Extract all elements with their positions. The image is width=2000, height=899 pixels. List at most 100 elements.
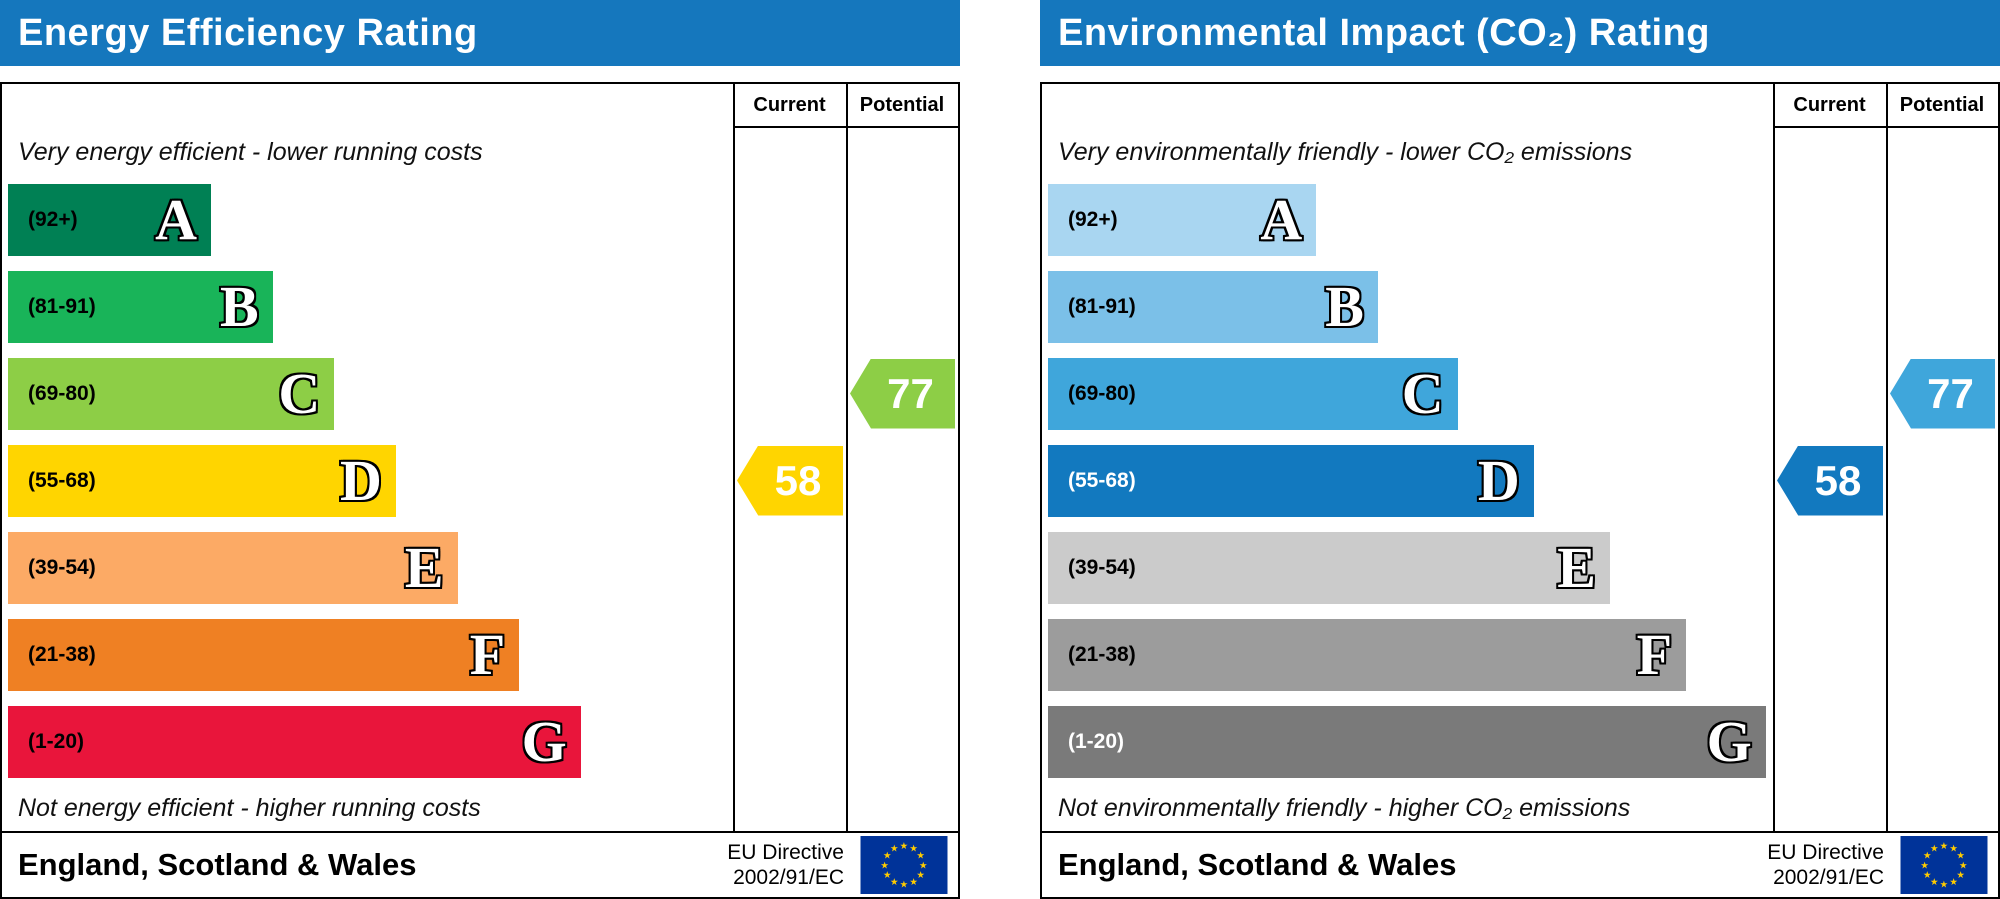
- band-range-label: (55-68): [28, 468, 96, 492]
- band-bar-d: (55-68) D: [8, 444, 396, 517]
- band-range-label: (39-54): [28, 555, 96, 579]
- band-letter: B: [1325, 273, 1364, 339]
- band-letter: C: [1401, 360, 1444, 426]
- band-row-c: (69-80) C: [1042, 350, 1773, 437]
- band-row-e: (39-54) E: [2, 524, 733, 611]
- region-label: England, Scotland & Wales: [18, 847, 417, 882]
- band-letter: F: [1636, 621, 1672, 687]
- svg-text:★: ★: [1956, 870, 1965, 881]
- eu-directive-label: EU Directive 2002/91/EC: [1767, 840, 1884, 890]
- current-column: [733, 84, 846, 831]
- epc-footer: England, Scotland & Wales EU Directive 2…: [2, 831, 958, 897]
- svg-text:★: ★: [919, 860, 928, 871]
- band-letter: E: [404, 534, 444, 600]
- band-bar-c: (69-80) C: [1048, 357, 1458, 430]
- band-row-g: (1-20) G: [2, 698, 733, 785]
- band-range-label: (81-91): [1068, 294, 1136, 318]
- band-letter: B: [219, 273, 259, 339]
- band-row-a: (92+) A: [2, 176, 733, 263]
- svg-text:★: ★: [883, 870, 892, 881]
- eu-directive-line2: 2002/91/EC: [1773, 866, 1884, 889]
- band-bar-a: (92+) A: [8, 183, 211, 256]
- band-letter: D: [1477, 447, 1520, 513]
- band-row-d: (55-68) D: [1042, 437, 1773, 524]
- svg-text:★: ★: [916, 851, 925, 862]
- svg-text:★: ★: [1920, 860, 1929, 871]
- region-label: England, Scotland & Wales: [1058, 847, 1457, 882]
- band-bar-a: (92+) A: [1048, 183, 1317, 256]
- band-bar-e: (39-54) E: [1048, 531, 1610, 604]
- svg-text:★: ★: [900, 880, 909, 891]
- svg-text:★: ★: [883, 851, 892, 862]
- eu-directive-label: EU Directive 2002/91/EC: [727, 840, 844, 890]
- current-rating-value: 58: [1814, 456, 1862, 504]
- current-column: [1773, 84, 1886, 831]
- band-bar-d: (55-68) D: [1048, 444, 1534, 517]
- band-row-f: (21-38) F: [2, 611, 733, 698]
- svg-text:★: ★: [1930, 844, 1939, 855]
- current-rating-arrow: 58: [1777, 445, 1883, 516]
- band-range-label: (21-38): [28, 642, 96, 666]
- energy-title-bar: Energy Efficiency Rating: [0, 0, 960, 66]
- eu-directive-line1: EU Directive: [1767, 840, 1884, 864]
- bottom-note: Not energy efficient - higher running co…: [18, 793, 481, 822]
- svg-text:★: ★: [1949, 877, 1958, 888]
- potential-column: [1886, 84, 1998, 831]
- band-letter: E: [1557, 534, 1596, 600]
- potential-rating-arrow: 77: [1890, 358, 1995, 429]
- energy-rating-grid: Current Potential Very energy efficient …: [2, 84, 958, 831]
- band-range-label: (92+): [1068, 207, 1118, 231]
- band-bar-f: (21-38) F: [8, 618, 520, 691]
- svg-text:★: ★: [890, 877, 899, 888]
- band-bar-g: (1-20) G: [8, 705, 581, 778]
- bottom-note: Not environmentally friendly - higher CO…: [1058, 793, 1631, 822]
- band-bar-c: (69-80) C: [8, 357, 335, 430]
- top-note: Very environmentally friendly - lower CO…: [1058, 137, 1633, 166]
- band-letter: A: [155, 186, 197, 252]
- band-letter: D: [339, 447, 382, 513]
- potential-column: [846, 84, 958, 831]
- potential-column-header: Potential: [1886, 84, 1998, 128]
- band-range-label: (69-80): [1068, 381, 1136, 405]
- band-range-label: (21-38): [1068, 642, 1136, 666]
- svg-text:★: ★: [1940, 841, 1949, 852]
- band-bar-b: (81-91) B: [8, 270, 273, 343]
- band-letter: A: [1260, 186, 1303, 252]
- svg-text:★: ★: [880, 860, 889, 871]
- svg-text:★: ★: [909, 844, 918, 855]
- band-row-d: (55-68) D: [2, 437, 733, 524]
- environmental-rating-grid: Current Potential Very environmentally f…: [1042, 84, 1998, 831]
- band-range-label: (1-20): [1068, 729, 1125, 753]
- epc-footer: England, Scotland & Wales EU Directive 2…: [1042, 831, 1998, 897]
- band-letter: F: [469, 621, 506, 687]
- band-row-c: (69-80) C: [2, 350, 733, 437]
- band-letter: C: [278, 360, 321, 426]
- band-letter: G: [521, 708, 567, 774]
- eu-directive-line2: 2002/91/EC: [733, 866, 844, 889]
- svg-text:★: ★: [1930, 877, 1939, 888]
- svg-text:★: ★: [909, 877, 918, 888]
- svg-text:★: ★: [900, 841, 909, 852]
- band-range-label: (39-54): [1068, 555, 1136, 579]
- band-row-b: (81-91) B: [1042, 263, 1773, 350]
- energy-rating-chart: Current Potential Very energy efficient …: [0, 82, 960, 899]
- eu-flag-stars: ★ ★★ ★★★ ★★★ ★★★: [880, 841, 928, 891]
- band-range-label: (55-68): [1068, 468, 1136, 492]
- current-rating-value: 58: [774, 456, 822, 504]
- band-row-b: (81-91) B: [2, 263, 733, 350]
- potential-column-header: Potential: [846, 84, 958, 128]
- current-column-header: Current: [733, 84, 846, 128]
- band-letter: G: [1706, 708, 1752, 774]
- band-bar-e: (39-54) E: [8, 531, 458, 604]
- band-range-label: (69-80): [28, 381, 96, 405]
- eu-flag-icon: ★ ★★ ★★★ ★★★ ★★★: [860, 836, 948, 894]
- eu-flag-stars: ★ ★★ ★★★ ★★★ ★★★: [1920, 841, 1968, 891]
- eu-directive-line1: EU Directive: [727, 840, 844, 864]
- svg-text:★: ★: [1923, 851, 1932, 862]
- eu-flag-icon: ★ ★★ ★★★ ★★★ ★★★: [1900, 836, 1988, 894]
- band-range-label: (1-20): [28, 729, 85, 753]
- svg-text:★: ★: [890, 844, 899, 855]
- band-range-label: (92+): [28, 207, 78, 231]
- svg-text:★: ★: [1949, 844, 1958, 855]
- band-row-f: (21-38) F: [1042, 611, 1773, 698]
